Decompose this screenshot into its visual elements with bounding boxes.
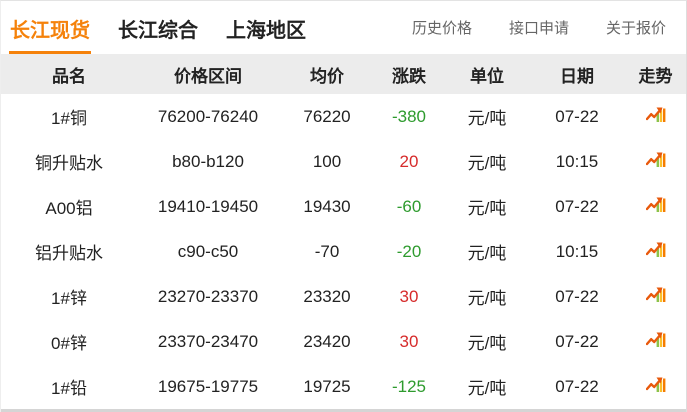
trend-chart-icon-svg <box>645 377 665 392</box>
trend-chart-icon-svg <box>645 152 665 167</box>
table-row: 1#锌 23270-23370 23320 30 元/吨 07-22 <box>1 274 686 319</box>
cell-name: 铜升贴水 <box>1 139 137 184</box>
column-header-3: 涨跌 <box>375 54 443 94</box>
column-header-0: 品名 <box>1 54 137 94</box>
price-table-header: 品名 价格区间 均价 涨跌 单位 日期 走势 <box>1 54 686 94</box>
nav-tab-1[interactable]: 长江综合 <box>118 19 198 42</box>
cell-range: 23270-23370 <box>137 274 279 319</box>
cell-unit: 元/吨 <box>443 319 531 364</box>
nav-tab-0[interactable]: 长江现货 <box>9 1 91 54</box>
trend-chart-icon[interactable] <box>645 241 666 257</box>
price-table-body: 1#铜 76200-76240 76220 -380 元/吨 07-22 铜升贴水 b80-… <box>1 94 686 409</box>
cell-trend <box>623 139 686 184</box>
cell-name: 0#锌 <box>1 319 137 364</box>
trend-chart-icon[interactable] <box>645 106 666 122</box>
trend-chart-icon[interactable] <box>645 376 666 392</box>
trend-chart-icon[interactable] <box>645 286 666 302</box>
cell-unit: 元/吨 <box>443 94 531 139</box>
cell-trend <box>623 274 686 319</box>
column-header-5: 日期 <box>531 54 623 94</box>
cell-unit: 元/吨 <box>443 274 531 319</box>
cell-date: 10:15 <box>531 139 623 184</box>
cell-name: 1#锌 <box>1 274 137 319</box>
cell-change: -380 <box>375 94 443 139</box>
cell-range: 19675-19775 <box>137 364 279 409</box>
trend-chart-icon-svg <box>645 242 665 257</box>
cell-name: 1#铅 <box>1 364 137 409</box>
cell-unit: 元/吨 <box>443 229 531 274</box>
cell-date: 07-22 <box>531 184 623 229</box>
cell-date: 10:15 <box>531 229 623 274</box>
cell-date: 07-22 <box>531 319 623 364</box>
cell-range: 23370-23470 <box>137 319 279 364</box>
nav-link-1[interactable]: 接口申请 <box>508 20 569 37</box>
trend-chart-icon-svg <box>645 197 665 212</box>
trend-chart-icon[interactable] <box>645 331 666 347</box>
nav-link-0[interactable]: 历史价格 <box>411 20 472 37</box>
trend-chart-icon-svg <box>645 107 665 122</box>
cell-range: 76200-76240 <box>137 94 279 139</box>
cell-name: A00铝 <box>1 184 137 229</box>
table-row: 铜升贴水 b80-b120 100 20 元/吨 10:15 <box>1 139 686 184</box>
cell-trend <box>623 94 686 139</box>
cell-change: 30 <box>375 319 443 364</box>
table-row: 1#铜 76200-76240 76220 -380 元/吨 07-22 <box>1 94 686 139</box>
trend-chart-icon[interactable] <box>645 196 666 212</box>
cell-avg: 19725 <box>279 364 375 409</box>
trend-chart-icon-svg <box>645 287 665 302</box>
nav-links: 历史价格 接口申请 关于报价 <box>375 1 686 54</box>
cell-unit: 元/吨 <box>443 139 531 184</box>
cell-avg: 23420 <box>279 319 375 364</box>
nav-link-2[interactable]: 关于报价 <box>605 20 666 37</box>
cell-avg: 23320 <box>279 274 375 319</box>
next-section-divider <box>1 409 686 412</box>
cell-range: b80-b120 <box>137 139 279 184</box>
price-table: 品名 价格区间 均价 涨跌 单位 日期 走势 1#铜 76200-76240 76220 -380… <box>1 54 686 409</box>
cell-name: 1#铜 <box>1 94 137 139</box>
cell-unit: 元/吨 <box>443 364 531 409</box>
cell-trend <box>623 319 686 364</box>
table-row: 铝升贴水 c90-c50 -70 -20 元/吨 10:15 <box>1 229 686 274</box>
table-row: 1#铅 19675-19775 19725 -125 元/吨 07-22 <box>1 364 686 409</box>
cell-avg: 76220 <box>279 94 375 139</box>
cell-date: 07-22 <box>531 364 623 409</box>
cell-name: 铝升贴水 <box>1 229 137 274</box>
cell-range: 19410-19450 <box>137 184 279 229</box>
column-header-1: 价格区间 <box>137 54 279 94</box>
column-header-6: 走势 <box>623 54 686 94</box>
cell-trend <box>623 184 686 229</box>
cell-unit: 元/吨 <box>443 184 531 229</box>
cell-date: 07-22 <box>531 274 623 319</box>
cell-change: -60 <box>375 184 443 229</box>
table-row: A00铝 19410-19450 19430 -60 元/吨 07-22 <box>1 184 686 229</box>
cell-avg: 19430 <box>279 184 375 229</box>
top-nav-bar: 长江现货 长江综合 上海地区 历史价格 接口申请 关于报价 <box>1 1 686 54</box>
nav-tab-2[interactable]: 上海地区 <box>226 19 306 42</box>
cell-avg: -70 <box>279 229 375 274</box>
column-header-2: 均价 <box>279 54 375 94</box>
cell-avg: 100 <box>279 139 375 184</box>
cell-change: -20 <box>375 229 443 274</box>
table-row: 0#锌 23370-23470 23420 30 元/吨 07-22 <box>1 319 686 364</box>
cell-change: 30 <box>375 274 443 319</box>
column-header-4: 单位 <box>443 54 531 94</box>
trend-chart-icon[interactable] <box>645 151 666 167</box>
cell-range: c90-c50 <box>137 229 279 274</box>
cell-change: 20 <box>375 139 443 184</box>
nav-tabs: 长江现货 长江综合 上海地区 <box>1 1 333 54</box>
cell-date: 07-22 <box>531 94 623 139</box>
cell-change: -125 <box>375 364 443 409</box>
cell-trend <box>623 229 686 274</box>
cell-trend <box>623 364 686 409</box>
trend-chart-icon-svg <box>645 332 665 347</box>
